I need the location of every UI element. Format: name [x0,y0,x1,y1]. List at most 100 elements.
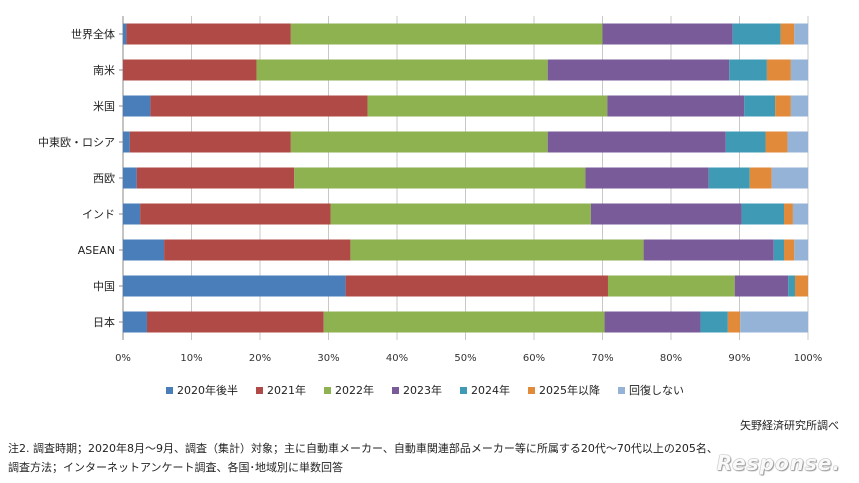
legend-label: 回復しない [629,384,684,397]
bar-segment [734,275,789,297]
bar-segment [790,59,808,81]
bar-segment [780,23,795,45]
legend-swatch [392,387,399,394]
bar-segment [790,95,808,117]
bar-segment [146,311,324,333]
survey-note-line-2: 調査方法；インターネットアンケート調査、各国･地域別に単数回答 [8,461,344,474]
bar-segment [590,203,742,225]
bar-segment [123,203,141,225]
x-tick-label: 40% [386,353,408,364]
bar-segment [140,203,331,225]
legend-swatch [256,387,263,394]
bar-segment [792,203,808,225]
x-tick-label: 80% [660,353,682,364]
bar-segment [129,131,291,153]
bar-segment [744,95,776,117]
bar-segment [708,167,750,189]
bar-segment [775,95,791,117]
bar-segment [123,23,127,45]
bar-segment [150,95,368,117]
x-tick-label: 100% [794,353,823,364]
bar-segment [740,311,808,333]
bar-segment [729,59,767,81]
bar-segment [323,311,605,333]
bar-segment [700,311,728,333]
x-tick-label: 0% [115,353,131,364]
bar-segment [547,131,726,153]
bar-segment [604,311,701,333]
bar-segment [725,131,766,153]
x-tick-label: 90% [728,353,750,364]
source-credit: 矢野経済研究所調べ [740,419,839,432]
bar-segment [741,203,785,225]
legend-swatch [166,387,173,394]
bar-segment [290,131,548,153]
bar-segment [345,275,608,297]
legend-label: 2025年以降 [539,383,600,397]
bar-segment [123,167,137,189]
legend-swatch [460,387,467,394]
x-tick-label: 10% [180,353,202,364]
category-label: 日本 [93,315,115,329]
x-tick-label: 20% [249,353,271,364]
bar-segment [256,59,548,81]
bar-segment [794,23,808,45]
legend-label: 2020年後半 [177,383,238,397]
bar-segment [765,131,788,153]
bar-segment [749,167,772,189]
legend-swatch [528,387,535,394]
category-label: 米国 [93,100,115,113]
bar-segment [294,167,586,189]
bar-segment [727,311,741,333]
bar-segment [607,95,745,117]
x-tick-label: 70% [591,353,613,364]
bar-segment [123,131,130,153]
x-tick-label: 60% [523,353,545,364]
bar-segment [290,23,603,45]
bar-segment [136,167,295,189]
stacked-bar-chart: 0% 10% 20% 30% 40% 50% 60% 70% 80% 90% 100% 世界全体南米米… [38,16,823,397]
bar-segment [367,95,608,117]
bar-segment [126,23,291,45]
bar-segment [766,59,791,81]
survey-note-line-1: 注2. 調査時期；2020年8月～9月、調査（集計）対象；主に自動車メーカー、自… [8,442,718,455]
bar-segment [123,275,346,297]
bar-segment [787,131,808,153]
bar-segment [123,311,147,333]
bar-segment [794,239,808,261]
legend-label: 2024年 [471,383,510,397]
bar-segment [123,239,165,261]
x-tick-label: 50% [454,353,476,364]
bar-segment [123,95,151,117]
legend-swatch [324,387,331,394]
x-tick-label: 30% [317,353,339,364]
bar-segment [773,239,785,261]
bar-segment [330,203,591,225]
category-label: 世界全体 [71,27,115,41]
bar-segment [784,239,795,261]
bar-segment [788,275,795,297]
bar-segment [607,275,735,297]
category-label: 南米 [93,64,115,77]
bar-segment [547,59,730,81]
legend-label: 2022年 [335,383,374,397]
legend-label: 2021年 [267,383,306,397]
category-label: ASEAN [78,244,115,257]
bar-segment [794,275,808,297]
bar-segment [602,23,733,45]
bar-segment [350,239,644,261]
category-label: 西欧 [93,172,115,185]
legend-label: 2023年 [403,383,442,397]
bar-segment [732,23,781,45]
category-label: 中国 [93,280,115,293]
legend-swatch [618,387,625,394]
bar-segment [123,59,257,81]
bar-segment [585,167,709,189]
category-label: インド [82,208,115,221]
bar-segment [771,167,808,189]
category-label: 中東欧・ロシア [38,136,115,149]
response-watermark-logo: Response. [716,451,841,475]
bar-segment [784,203,793,225]
bar-segment [643,239,774,261]
bar-segment [164,239,351,261]
